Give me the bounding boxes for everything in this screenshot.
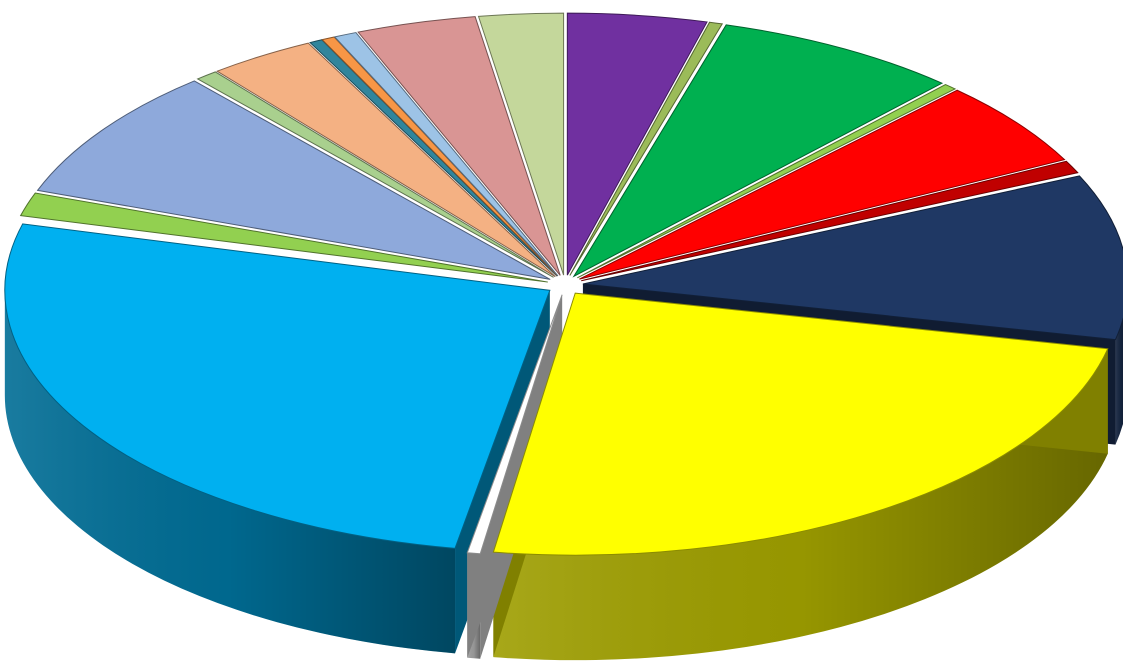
pie-slice-10 (19, 192, 548, 283)
pie-slice-4 (579, 89, 1066, 280)
pie-slice-1 (569, 21, 724, 276)
pie-slice-17 (357, 16, 561, 276)
pie-slice-3 (577, 84, 957, 279)
pie-slice-side-shading-7 (493, 348, 1108, 661)
pie-slice-12 (196, 71, 554, 278)
pie-slice-18 (477, 12, 565, 276)
pie-slice-wall-8-1 (467, 294, 563, 658)
pie-tops (4, 12, 1123, 556)
pie-slice-8 (466, 294, 563, 555)
pie-slice-2 (572, 24, 944, 278)
pie-slice-7 (492, 292, 1109, 556)
pie-slice-13 (216, 42, 556, 278)
pie-slice-16 (333, 32, 559, 277)
pie-slice-side-shading-9 (4, 290, 456, 654)
pie-slice-side-shading-6 (1115, 318, 1123, 445)
pie-slice-9 (4, 223, 551, 549)
pie-slice-6 (582, 175, 1123, 341)
pie-slice-11 (36, 80, 551, 280)
pie-slice-0 (566, 12, 708, 276)
pie-slice-5 (581, 160, 1079, 282)
